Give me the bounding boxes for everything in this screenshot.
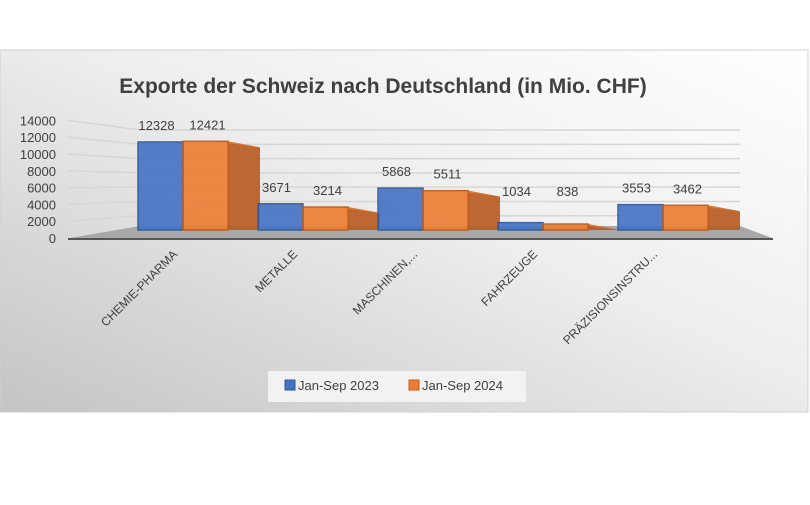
bar-2023 [497,221,544,231]
bar-side [708,205,740,230]
y-tick-label: 10000 [20,147,56,162]
data-label: 12421 [189,117,225,132]
bar-2023 [377,187,424,231]
data-label: 3214 [313,183,342,198]
data-label: 1034 [502,184,531,199]
y-tick-label: 6000 [27,181,56,196]
data-label: 5868 [382,164,411,179]
bar-2023 [257,203,304,231]
y-tick-label: 4000 [27,197,56,212]
data-label: 5511 [434,167,462,182]
gridline [67,119,740,131]
legend-label-2023: Jan-Sep 2023 [298,378,379,393]
data-label: 3462 [673,181,702,196]
data-label: 838 [557,184,579,199]
y-tick-label: 2000 [27,214,56,229]
bar-2024 [302,206,349,231]
legend-swatch-2023 [284,379,296,391]
bar-2024 [422,189,469,231]
data-label: 12328 [138,118,174,133]
bar-2024 [182,140,229,231]
legend-swatch-2024 [408,379,420,391]
y-tick-label: 0 [49,231,56,246]
bar-side [228,141,260,230]
bar-2024 [542,223,589,231]
bar-2023 [617,203,664,231]
data-label: 3553 [622,181,651,196]
data-label: 3671 [262,180,291,195]
bar-2023 [137,141,184,231]
legend: Jan-Sep 2023 Jan-Sep 2024 [268,371,526,402]
bar-side [348,207,380,230]
chart-title: Exporte der Schweiz nach Deutschland (in… [119,75,646,98]
y-tick-label: 12000 [20,130,56,145]
bar-2024 [662,204,709,231]
y-tick-label: 8000 [27,164,56,179]
legend-label-2024: Jan-Sep 2024 [422,378,503,393]
bar-side [468,190,500,230]
y-tick-label: 14000 [20,113,56,128]
